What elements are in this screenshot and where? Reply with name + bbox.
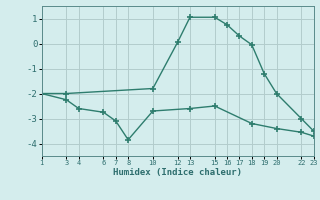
X-axis label: Humidex (Indice chaleur): Humidex (Indice chaleur) <box>113 168 242 177</box>
